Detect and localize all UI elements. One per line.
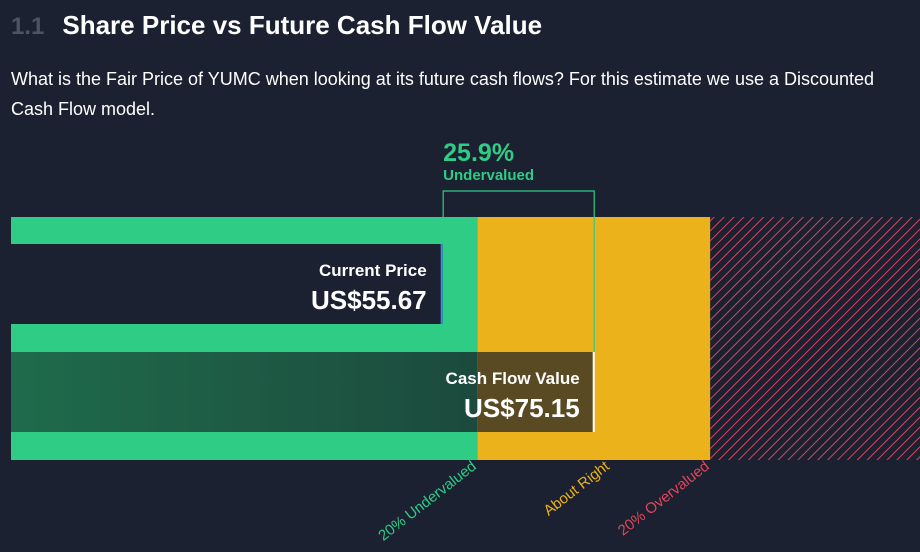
difference-bracket: [442, 190, 595, 352]
zone-overvalued: [710, 217, 920, 460]
current-price-value: US$55.67: [311, 285, 427, 315]
cash-flow-value-amount: US$75.15: [464, 393, 580, 423]
current-price-bar: [11, 244, 443, 324]
zone-label-about-right: About Right: [540, 457, 613, 519]
current-price-label: Current Price: [319, 261, 427, 280]
description-text: What is the Fair Price of YUMC when look…: [11, 69, 875, 119]
valuation-percent: 25.9%: [443, 139, 514, 167]
zone-label-overvalued: 20% Overvalued: [615, 458, 713, 540]
valuation-status: Undervalued: [443, 167, 534, 184]
cash-flow-value-bar-green: [11, 352, 478, 432]
cash-flow-value-label: Cash Flow Value: [446, 369, 580, 388]
section-header: 1.1 Share Price vs Future Cash Flow Valu…: [11, 10, 542, 46]
cash-flow-value-marker: [592, 352, 595, 432]
section-number: 1.1: [11, 13, 45, 40]
zone-label-undervalued: 20% Undervalued: [375, 458, 479, 545]
page-title: Share Price vs Future Cash Flow Value: [62, 10, 543, 40]
cash-flow-value-bar-yellow: [477, 352, 594, 432]
current-price-marker: [440, 244, 443, 324]
